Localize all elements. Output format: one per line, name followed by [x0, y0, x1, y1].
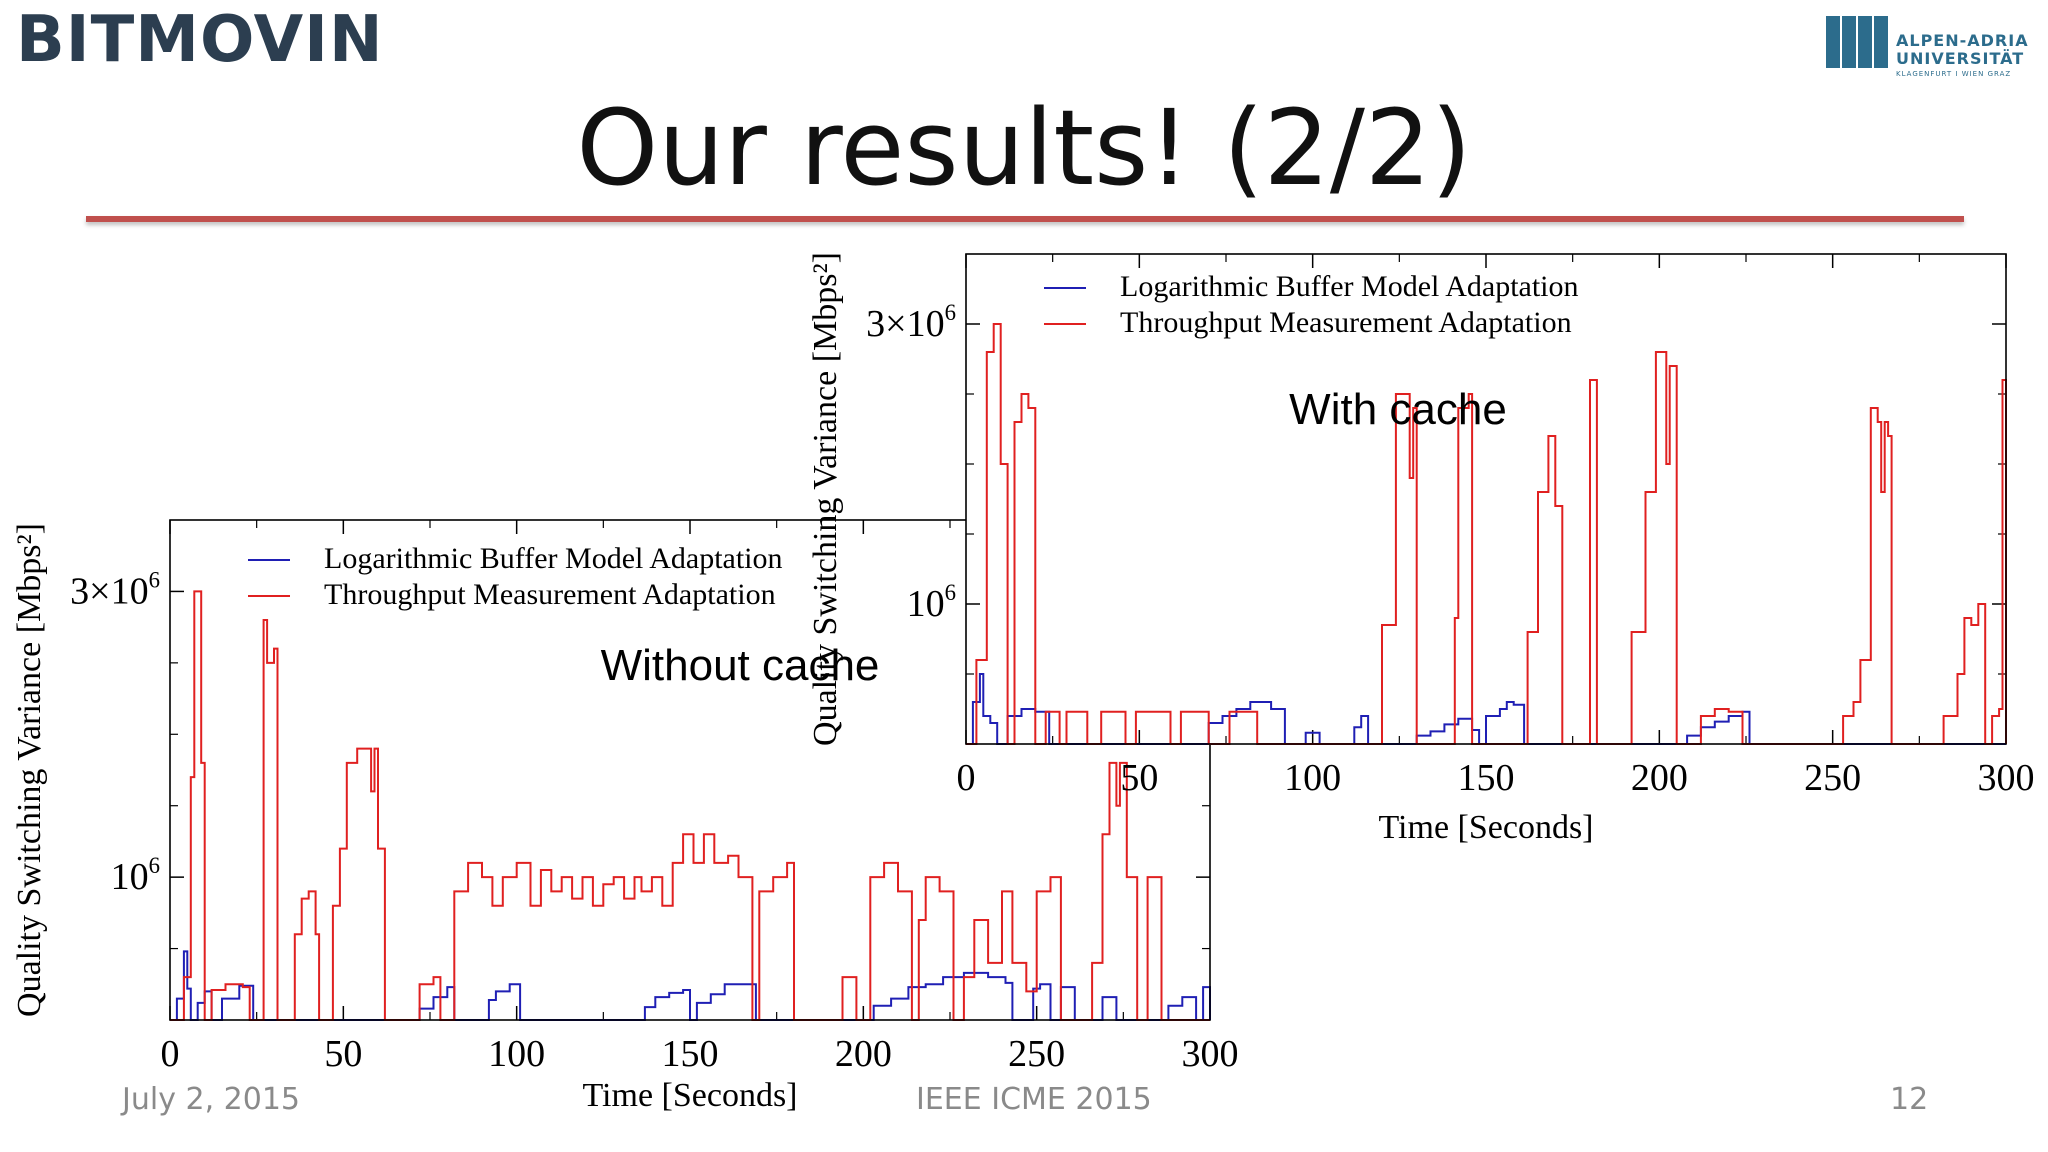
x-tick-label: 0: [957, 757, 976, 799]
legend-label: Logarithmic Buffer Model Adaptation: [1120, 270, 1579, 303]
university-logo: ALPEN-ADRIA UNIVERSITÄT KLAGENFURT I WIE…: [1826, 12, 2036, 82]
x-tick-label: 200: [1631, 757, 1688, 799]
x-tick-label: 0: [161, 1033, 180, 1075]
title-divider: [86, 216, 1964, 222]
legend-label: Throughput Measurement Adaptation: [1120, 306, 1572, 339]
x-tick-label: 50: [324, 1033, 362, 1075]
bitmovin-logo: BITMOVIN: [16, 3, 384, 77]
university-name-line2: UNIVERSITÄT: [1896, 49, 2025, 68]
x-tick-label: 100: [488, 1033, 545, 1075]
series-line-logarithmic: [170, 950, 1211, 1021]
x-tick-label: 250: [1804, 757, 1861, 799]
footer-conference: IEEE ICME 2015: [916, 1082, 1152, 1117]
plot-background: [966, 254, 2006, 744]
university-name-line3: KLAGENFURT I WIEN GRAZ: [1896, 70, 2012, 78]
chart-annotation: Without cache: [601, 641, 880, 690]
chart-with-cache: 0 50 100 150 200 250 300 3×106 106 Logarithmic Bu…: [807, 252, 2035, 846]
page-title: Our results! (2/2): [576, 87, 1472, 209]
y-tick-label: 106: [111, 853, 160, 898]
x-tick-label: 300: [1978, 757, 2035, 799]
x-tick-label: 150: [1458, 757, 1515, 799]
footer-date: July 2, 2015: [122, 1082, 300, 1117]
chart-annotation: With cache: [1289, 385, 1507, 434]
x-tick-label: 150: [662, 1033, 719, 1075]
x-tick-label: 300: [1182, 1033, 1239, 1075]
plot-frame: [169, 519, 1211, 1021]
x-tick-label: 250: [1008, 1033, 1065, 1075]
y-axis-label: Quality Switching Variance [Mbps²]: [11, 523, 48, 1017]
series-line-throughput: [170, 590, 1210, 1021]
x-tick-label: 100: [1284, 757, 1341, 799]
y-axis-label: Quality Switching Variance [Mbps²]: [807, 252, 844, 746]
series-line-throughput: [966, 323, 2007, 745]
plot-frame: [965, 253, 2007, 745]
y-tick-label: 3×106: [70, 567, 160, 612]
university-logo-icon: [1826, 16, 1888, 68]
y-tick-label: 3×106: [866, 300, 956, 345]
x-tick-label: 200: [835, 1033, 892, 1075]
legend-label: Throughput Measurement Adaptation: [324, 578, 776, 611]
x-axis-label: Time [Seconds]: [582, 1077, 797, 1114]
x-tick-label: 50: [1120, 757, 1158, 799]
x-axis-label: Time [Seconds]: [1378, 809, 1593, 846]
university-name-line1: ALPEN-ADRIA: [1896, 31, 2029, 50]
footer-page-number: 12: [1890, 1082, 1929, 1117]
legend-label: Logarithmic Buffer Model Adaptation: [324, 542, 783, 575]
y-tick-label: 106: [907, 580, 956, 625]
